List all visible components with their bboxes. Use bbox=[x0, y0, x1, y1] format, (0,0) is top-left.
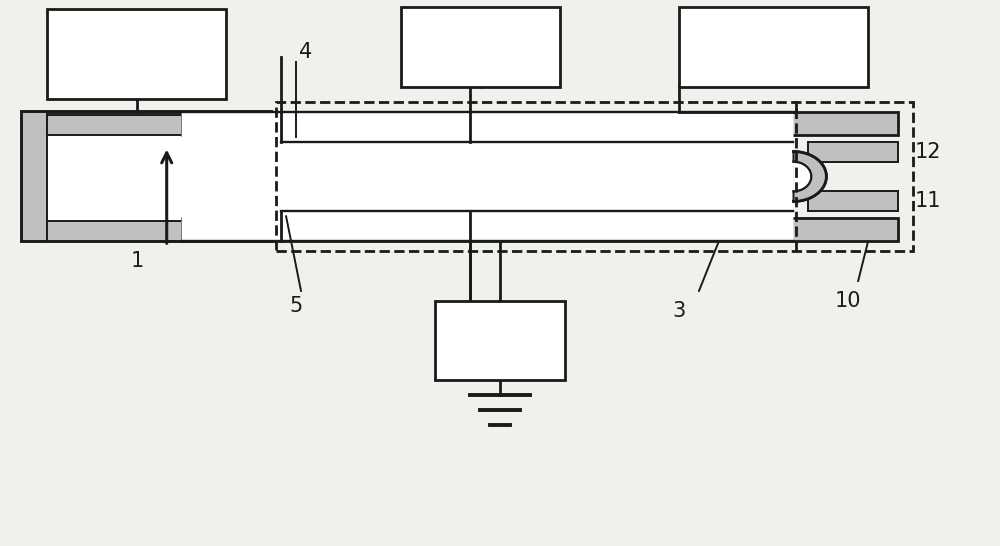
Polygon shape bbox=[182, 112, 826, 241]
Text: 11: 11 bbox=[915, 191, 941, 211]
Bar bbox=[182, 112, 898, 135]
Text: 5: 5 bbox=[289, 296, 303, 316]
Text: 2: 2 bbox=[128, 40, 146, 68]
Bar bbox=[281, 141, 789, 162]
Text: 10: 10 bbox=[835, 291, 861, 311]
Bar bbox=[47, 221, 271, 241]
Bar bbox=[47, 9, 226, 99]
Text: 1: 1 bbox=[130, 251, 143, 271]
Bar bbox=[808, 141, 898, 162]
Polygon shape bbox=[793, 152, 826, 201]
Bar bbox=[22, 112, 271, 241]
Bar bbox=[808, 192, 898, 211]
Text: 8: 8 bbox=[471, 33, 489, 61]
Bar bbox=[47, 115, 271, 135]
Bar bbox=[276, 102, 913, 251]
Bar bbox=[281, 192, 789, 211]
Bar bbox=[182, 218, 898, 241]
Text: 4: 4 bbox=[299, 42, 313, 62]
Text: 6: 6 bbox=[314, 139, 328, 159]
Text: 12: 12 bbox=[915, 141, 941, 162]
Text: 7: 7 bbox=[314, 193, 328, 213]
Text: 15: 15 bbox=[484, 329, 516, 353]
Bar bbox=[401, 7, 560, 87]
Text: 9: 9 bbox=[765, 33, 782, 61]
Bar bbox=[679, 7, 868, 87]
Bar bbox=[22, 112, 47, 241]
Bar bbox=[435, 301, 565, 381]
Text: 3: 3 bbox=[672, 301, 686, 321]
